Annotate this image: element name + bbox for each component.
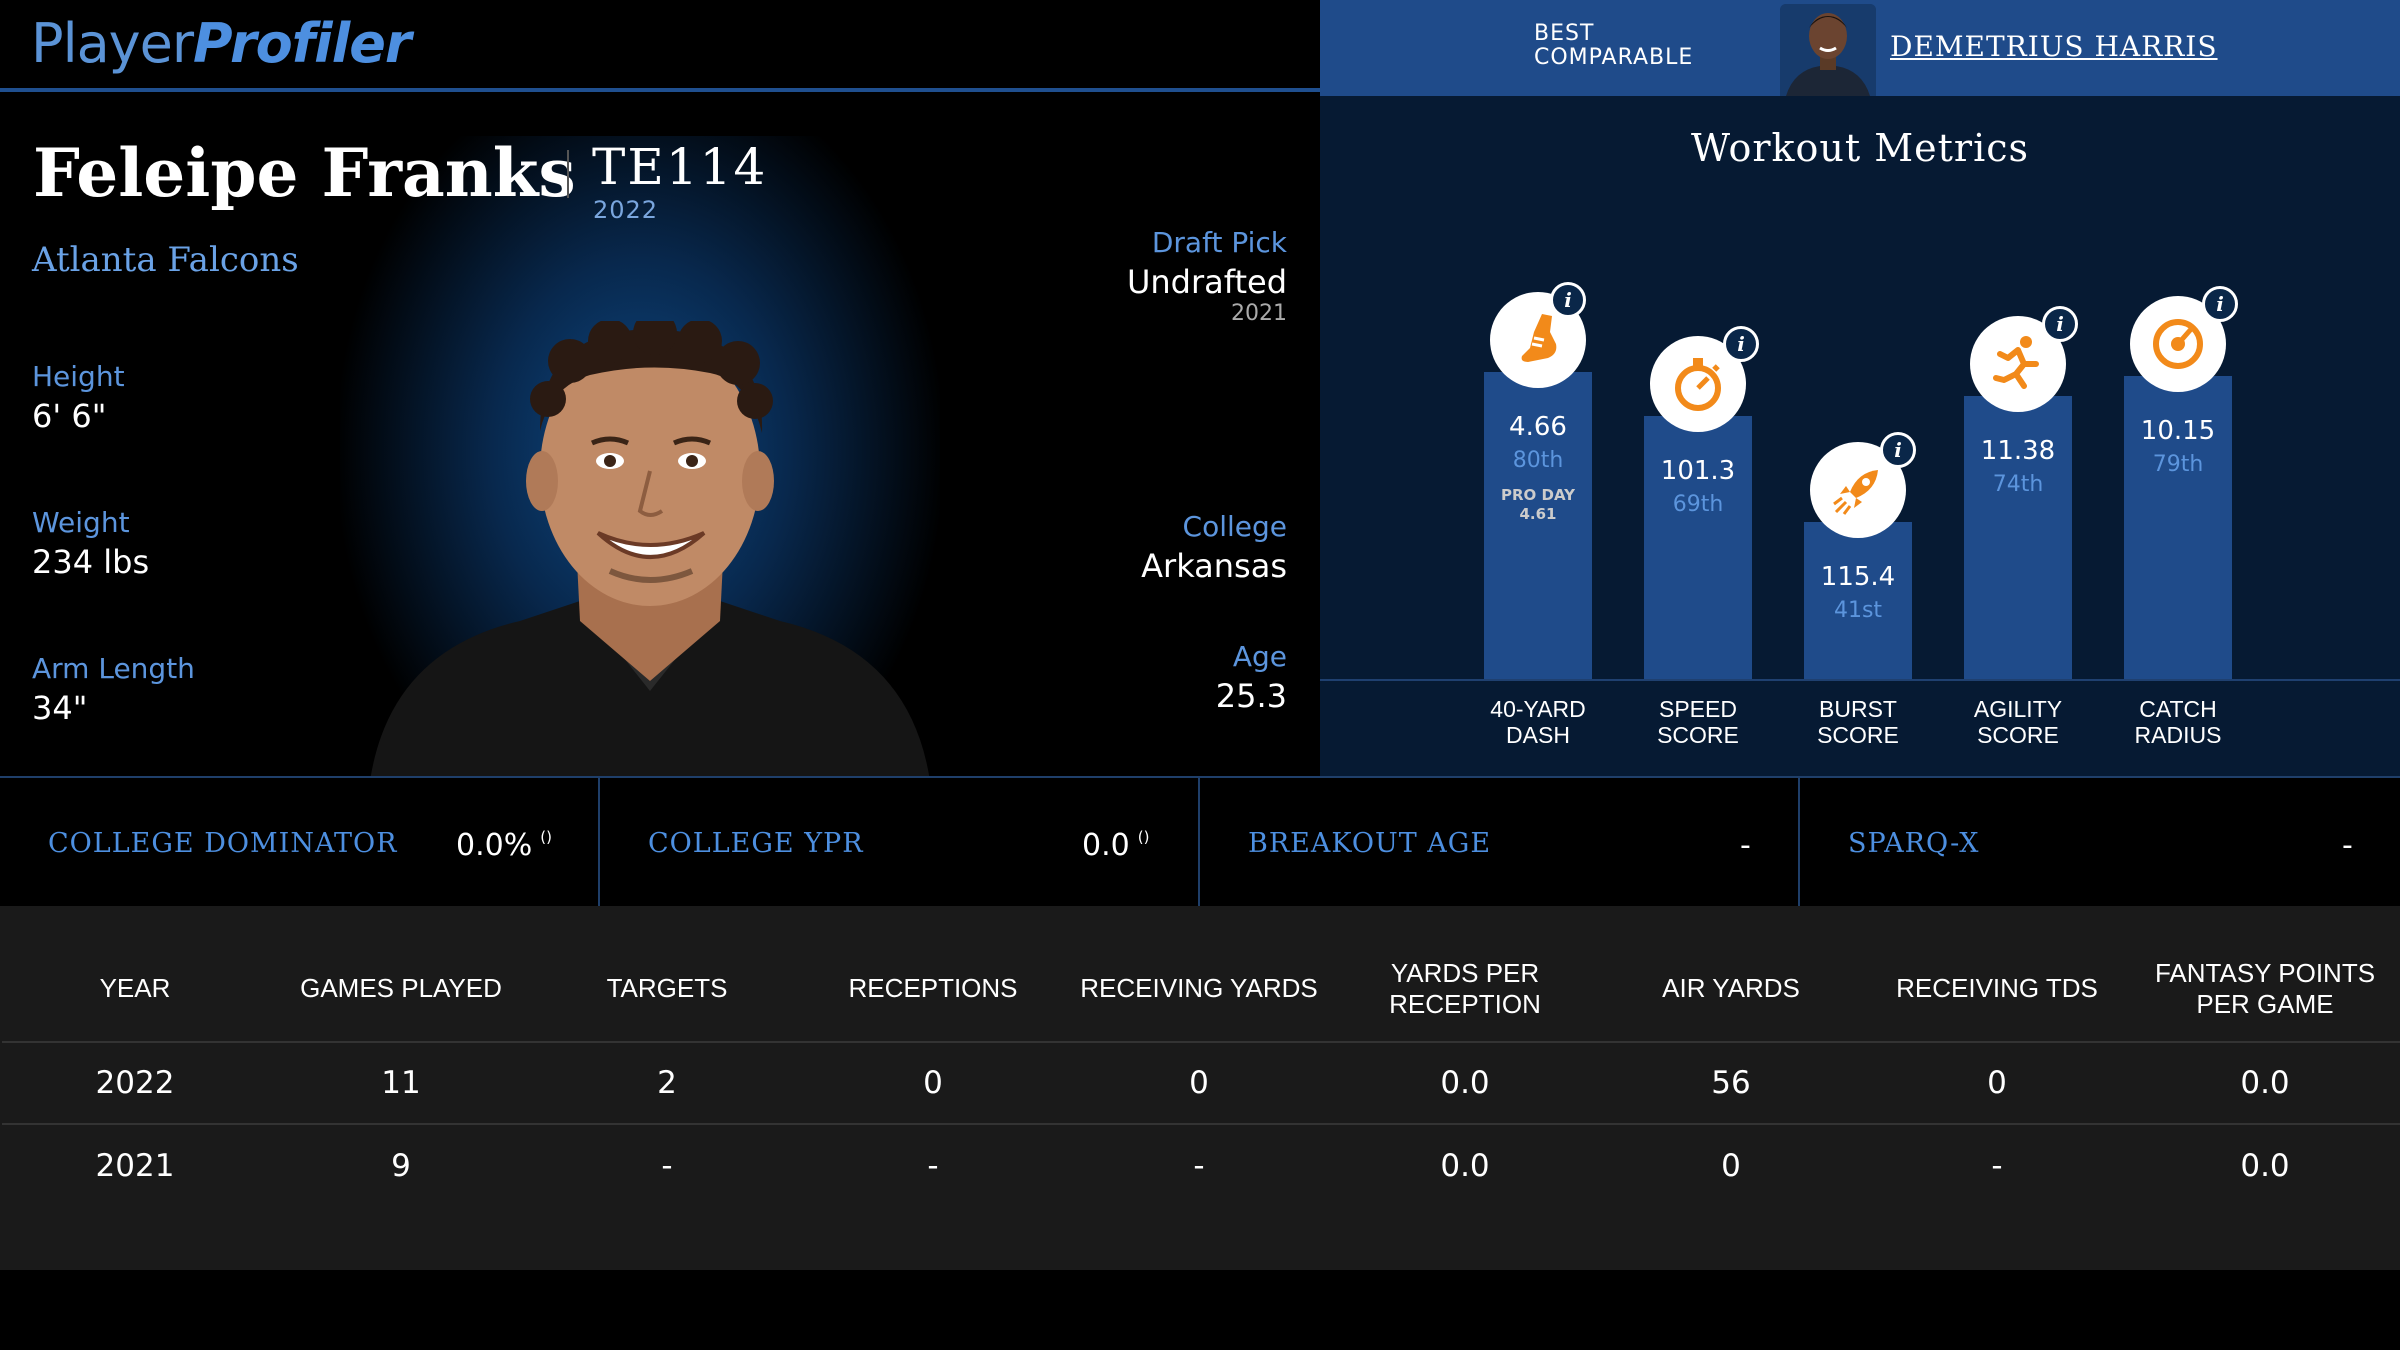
table-cell: 2021 [95, 1147, 175, 1184]
workout-metrics-panel: Workout Metrics 4.66 80th PRO DAY 4.61 i… [1320, 96, 2400, 776]
title-divider [567, 150, 569, 198]
info-icon-40-yard-dash[interactable]: i [1550, 282, 1586, 318]
info-icon-burst-score[interactable]: i [1880, 432, 1916, 468]
column-header-air-yards[interactable]: AIR YARDS [1598, 936, 1864, 1043]
table-header-row: YEAR GAMES PLAYED TARGETS RECEPTIONS REC… [2, 936, 2400, 1043]
site-logo[interactable]: PlayerProfiler [31, 12, 411, 75]
table-cell: - [1193, 1147, 1205, 1184]
comparable-avatar [1780, 4, 1876, 96]
team-link[interactable]: Atlanta Falcons [32, 240, 299, 280]
breakout-age-cell[interactable]: BREAKOUT AGE - [1200, 778, 1800, 906]
info-icon-catch-radius[interactable]: i [2202, 286, 2238, 322]
table-cell: 0 [800, 1042, 1066, 1125]
column-header-yards-per-reception[interactable]: YARDS PER RECEPTION [1332, 936, 1598, 1043]
table-cell: 9 [391, 1147, 411, 1184]
metric-bar-40-yard-dash: 4.66 80th PRO DAY 4.61 [1484, 372, 1592, 679]
site-header: PlayerProfiler [0, 0, 1320, 92]
column-header-targets[interactable]: TARGETS [534, 936, 800, 1043]
caption-agility-score: AGILITY SCORE [1973, 696, 2063, 748]
position-rank: TE114 [592, 138, 768, 196]
arm-length-stat: Arm Length 34" [32, 652, 195, 727]
metric-bar-speed-score: 101.3 69th [1644, 416, 1752, 679]
caption-burst-score: BURST SCORE [1817, 696, 1899, 748]
info-icon-speed-score[interactable]: i [1723, 326, 1759, 362]
column-header-receiving-yards[interactable]: RECEIVING YARDS [1066, 936, 1332, 1043]
table-cell: - [661, 1147, 673, 1184]
college-metrics-strip: COLLEGE DOMINATOR 0.0%() COLLEGE YPR 0.0… [0, 776, 2400, 906]
info-icon-agility-score[interactable]: i [2042, 306, 2078, 342]
column-header-year[interactable]: YEAR [2, 936, 268, 1043]
chart-baseline [1320, 679, 2400, 681]
table-cell: - [1991, 1147, 2003, 1184]
table-cell: 2 [534, 1042, 800, 1125]
player-profile-panel: Feleipe Franks TE114 2022 Atlanta Falcon… [0, 96, 1320, 776]
season-stats-table-section: YEAR GAMES PLAYED TARGETS RECEPTIONS REC… [0, 906, 2400, 1270]
table-cell: 0 [1721, 1147, 1741, 1184]
player-photo [370, 311, 930, 776]
table-cell: 11 [268, 1042, 534, 1125]
college-ypr-cell[interactable]: COLLEGE YPR 0.0() [600, 778, 1200, 906]
draft-pick-stat: Draft Pick Undrafted 2021 [1126, 226, 1287, 326]
table-cell: 0 [1864, 1042, 2130, 1125]
column-header-receptions[interactable]: RECEPTIONS [800, 936, 1066, 1043]
metric-bar-burst-score: 115.4 41st [1804, 522, 1912, 679]
pro-day-result: PRO DAY 4.61 [1500, 486, 1575, 523]
comparable-player-link[interactable]: DEMETRIUS HARRIS [1890, 30, 2218, 63]
height-stat: Height 6' 6" [32, 360, 125, 435]
sparq-x-cell[interactable]: SPARQ-X - [1848, 828, 2353, 863]
table-cell: 0.0 [1440, 1147, 1490, 1184]
table-cell: - [927, 1147, 939, 1184]
best-comparable-label: BEST COMPARABLE [1534, 21, 1694, 70]
page-footer-space [0, 1270, 2400, 1350]
table-cell: 0 [1066, 1042, 1332, 1125]
player-name: Feleipe Franks [33, 134, 576, 212]
weight-stat: Weight 234 lbs [32, 506, 150, 581]
season-stats-table: YEAR GAMES PLAYED TARGETS RECEPTIONS REC… [2, 936, 2400, 1206]
table-cell: 0.0 [1332, 1042, 1598, 1125]
column-header-games-played[interactable]: GAMES PLAYED [268, 936, 534, 1043]
table-cell: 56 [1598, 1042, 1864, 1125]
metric-bar-agility-score: 11.38 74th [1964, 396, 2072, 679]
column-header-fantasy-points-per-game[interactable]: FANTASY POINTS PER GAME [2130, 936, 2400, 1043]
workout-metrics-title: Workout Metrics [1690, 126, 2030, 170]
table-cell: 0.0 [2130, 1042, 2400, 1125]
caption-40-yard-dash: 40-YARD DASH [1490, 696, 1586, 748]
caption-speed-score: SPEED SCORE [1657, 696, 1739, 748]
table-cell: 2022 [2, 1042, 268, 1125]
college-stat: College Arkansas [1141, 510, 1287, 585]
table-row: 2022 11 2 0 0 0.0 56 0 0.0 [2, 1042, 2400, 1125]
age-stat: Age 25.3 [1215, 640, 1287, 715]
college-dominator-cell[interactable]: COLLEGE DOMINATOR 0.0%() [0, 778, 600, 906]
table-row: 2021 9 - - - 0.0 0 - 0.0 [2, 1124, 2400, 1206]
metric-bar-catch-radius: 10.15 79th [2124, 376, 2232, 679]
position-rank-year: 2022 [593, 196, 659, 224]
table-cell: 0.0 [2240, 1147, 2290, 1184]
best-comparable-bar: BEST COMPARABLE DEMETRIUS HARRIS [1320, 0, 2400, 96]
caption-catch-radius: CATCH RADIUS [2134, 696, 2222, 748]
column-header-receiving-tds[interactable]: RECEIVING TDS [1864, 936, 2130, 1043]
